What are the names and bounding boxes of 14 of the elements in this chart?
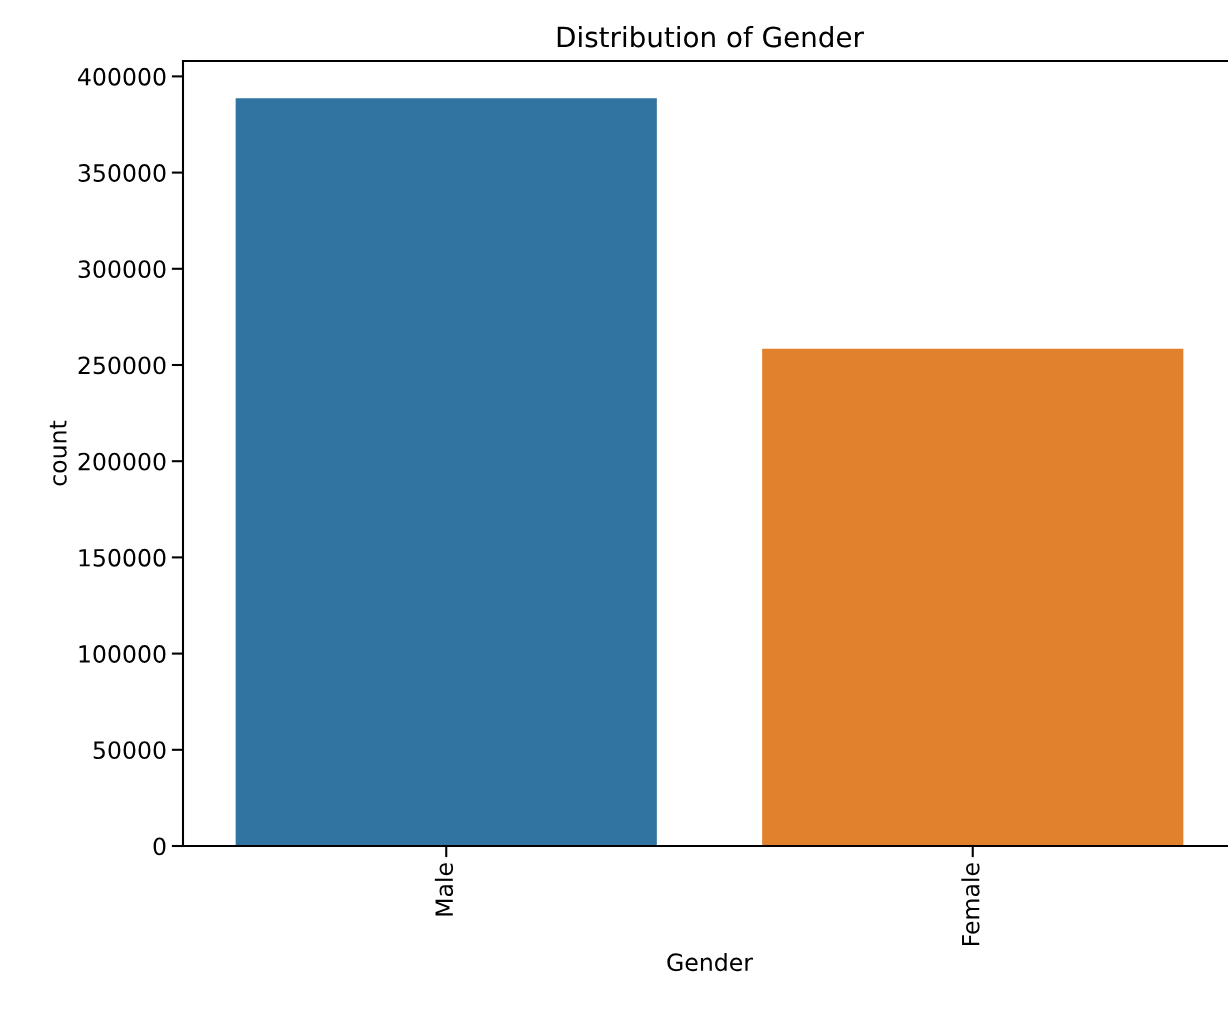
y-tick-label: 50000 bbox=[93, 741, 166, 760]
chart-title: Distribution of Gender bbox=[557, 26, 864, 48]
y-tick-label: 150000 bbox=[79, 548, 166, 567]
y-tick-label: 250000 bbox=[78, 356, 166, 375]
y-tick-label: 200000 bbox=[78, 452, 166, 471]
y-tick-label: 350000 bbox=[78, 164, 166, 182]
x-axis-title: Gender bbox=[667, 952, 753, 972]
x-tick-label: Female bbox=[961, 863, 980, 946]
y-tick-label: 300000 bbox=[78, 260, 166, 279]
y-tick-label: 100000 bbox=[79, 645, 166, 663]
y-tick-label: 400000 bbox=[78, 67, 166, 86]
y-tick-label: 0 bbox=[153, 837, 166, 856]
y-axis-title: count bbox=[49, 420, 67, 486]
x-tick-label: Male bbox=[434, 863, 454, 916]
